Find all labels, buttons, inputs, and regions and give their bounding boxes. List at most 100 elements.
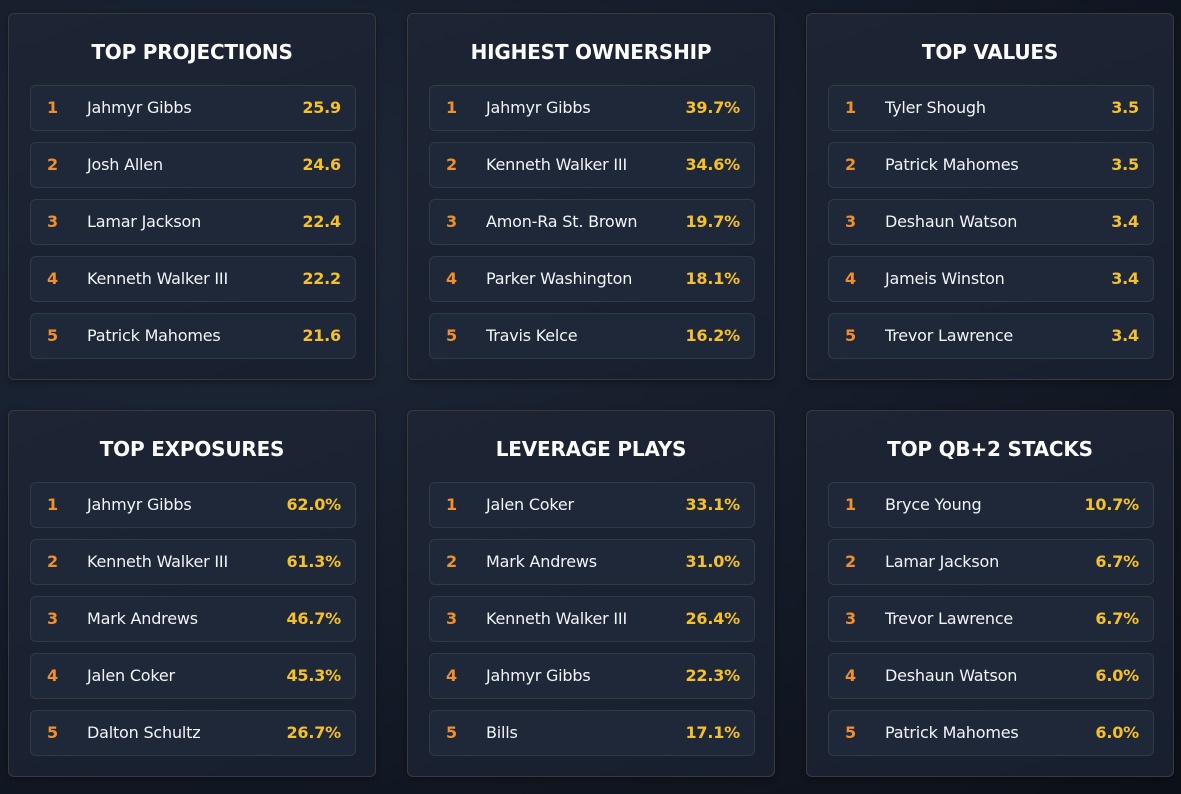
list-item[interactable]: 5 Dalton Schultz 26.7% <box>30 710 356 756</box>
player-name: Trevor Lawrence <box>885 609 1014 628</box>
stat-value: 45.3% <box>286 666 341 685</box>
rank-number: 1 <box>446 495 458 514</box>
list-item[interactable]: 3 Lamar Jackson 22.4 <box>30 199 356 245</box>
player-name: Mark Andrews <box>486 552 597 571</box>
list-item[interactable]: 3 Deshaun Watson 3.4 <box>828 199 1154 245</box>
player-name: Deshaun Watson <box>885 666 1018 685</box>
list-item[interactable]: 5 Bills 17.1% <box>429 710 755 756</box>
stat-value: 3.4 <box>1111 269 1139 288</box>
player-name: Tyler Shough <box>885 98 986 117</box>
list-item[interactable]: 3 Trevor Lawrence 6.7% <box>828 596 1154 642</box>
stat-value: 25.9 <box>302 98 341 117</box>
rank-number: 2 <box>446 155 458 174</box>
rank-number: 5 <box>47 723 59 742</box>
list-item[interactable]: 5 Patrick Mahomes 21.6 <box>30 313 356 359</box>
rank-number: 4 <box>47 269 59 288</box>
list-item[interactable]: 2 Kenneth Walker III 34.6% <box>429 142 755 188</box>
card-title: TOP VALUES <box>921 40 1059 64</box>
rank-number: 3 <box>845 212 857 231</box>
rank-number: 1 <box>845 495 857 514</box>
stat-value: 33.1% <box>685 495 740 514</box>
list-item[interactable]: 3 Kenneth Walker III 26.4% <box>429 596 755 642</box>
rank-number: 1 <box>845 98 857 117</box>
rank-number: 2 <box>47 155 59 174</box>
list-item[interactable]: 5 Trevor Lawrence 3.4 <box>828 313 1154 359</box>
list-item[interactable]: 4 Jameis Winston 3.4 <box>828 256 1154 302</box>
rank-number: 5 <box>47 326 59 345</box>
list-item[interactable]: 4 Jalen Coker 45.3% <box>30 653 356 699</box>
rank-number: 4 <box>845 666 857 685</box>
rank-number: 4 <box>47 666 59 685</box>
list-item[interactable]: 4 Kenneth Walker III 22.2 <box>30 256 356 302</box>
stat-value: 3.5 <box>1111 98 1139 117</box>
list-item[interactable]: 5 Patrick Mahomes 6.0% <box>828 710 1154 756</box>
player-name: Parker Washington <box>486 269 633 288</box>
rank-number: 4 <box>845 269 857 288</box>
stat-value: 24.6 <box>302 155 341 174</box>
stat-value: 21.6 <box>302 326 341 345</box>
leverage-plays-card: LEVERAGE PLAYS 1 Jalen Coker 33.1% 2 Mar… <box>407 410 775 777</box>
player-name: Jahmyr Gibbs <box>87 495 192 514</box>
stat-value: 6.0% <box>1095 723 1139 742</box>
stat-value: 16.2% <box>685 326 740 345</box>
highest-ownership-card: HIGHEST OWNERSHIP 1 Jahmyr Gibbs 39.7% 2… <box>407 13 775 380</box>
player-name: Jalen Coker <box>486 495 574 514</box>
top-qb-stacks-card: TOP QB+2 STACKS 1 Bryce Young 10.7% 2 La… <box>806 410 1174 777</box>
stat-value: 6.7% <box>1095 609 1139 628</box>
rank-number: 3 <box>47 609 59 628</box>
player-name: Kenneth Walker III <box>486 609 627 628</box>
ranked-list: 1 Tyler Shough 3.5 2 Patrick Mahomes 3.5… <box>828 85 1154 370</box>
player-name: Travis Kelce <box>486 326 578 345</box>
rank-number: 2 <box>845 552 857 571</box>
player-name: Kenneth Walker III <box>486 155 627 174</box>
ranked-list: 1 Jahmyr Gibbs 39.7% 2 Kenneth Walker II… <box>429 85 755 370</box>
player-name: Patrick Mahomes <box>885 723 1019 742</box>
stat-value: 62.0% <box>286 495 341 514</box>
top-projections-card: TOP PROJECTIONS 1 Jahmyr Gibbs 25.9 2 Jo… <box>8 13 376 380</box>
card-title: LEVERAGE PLAYS <box>495 437 687 461</box>
player-name: Bills <box>486 723 518 742</box>
top-exposures-card: TOP EXPOSURES 1 Jahmyr Gibbs 62.0% 2 Ken… <box>8 410 376 777</box>
list-item[interactable]: 4 Parker Washington 18.1% <box>429 256 755 302</box>
list-item[interactable]: 2 Patrick Mahomes 3.5 <box>828 142 1154 188</box>
player-name: Jahmyr Gibbs <box>486 666 591 685</box>
rank-number: 2 <box>47 552 59 571</box>
list-item[interactable]: 2 Kenneth Walker III 61.3% <box>30 539 356 585</box>
player-name: Josh Allen <box>87 155 163 174</box>
list-item[interactable]: 1 Jahmyr Gibbs 25.9 <box>30 85 356 131</box>
stat-value: 39.7% <box>685 98 740 117</box>
ranked-list: 1 Jahmyr Gibbs 62.0% 2 Kenneth Walker II… <box>30 482 356 767</box>
card-title: TOP QB+2 STACKS <box>887 437 1093 461</box>
list-item[interactable]: 1 Jahmyr Gibbs 62.0% <box>30 482 356 528</box>
stat-value: 46.7% <box>286 609 341 628</box>
list-item[interactable]: 3 Amon-Ra St. Brown 19.7% <box>429 199 755 245</box>
rank-number: 3 <box>47 212 59 231</box>
list-item[interactable]: 2 Mark Andrews 31.0% <box>429 539 755 585</box>
list-item[interactable]: 1 Tyler Shough 3.5 <box>828 85 1154 131</box>
stat-value: 31.0% <box>685 552 740 571</box>
list-item[interactable]: 4 Deshaun Watson 6.0% <box>828 653 1154 699</box>
list-item[interactable]: 1 Bryce Young 10.7% <box>828 482 1154 528</box>
player-name: Patrick Mahomes <box>885 155 1019 174</box>
player-name: Jalen Coker <box>87 666 175 685</box>
list-item[interactable]: 1 Jahmyr Gibbs 39.7% <box>429 85 755 131</box>
list-item[interactable]: 2 Lamar Jackson 6.7% <box>828 539 1154 585</box>
list-item[interactable]: 3 Mark Andrews 46.7% <box>30 596 356 642</box>
list-item[interactable]: 2 Josh Allen 24.6 <box>30 142 356 188</box>
stat-value: 3.4 <box>1111 212 1139 231</box>
rank-number: 2 <box>446 552 458 571</box>
list-item[interactable]: 4 Jahmyr Gibbs 22.3% <box>429 653 755 699</box>
stat-value: 26.4% <box>685 609 740 628</box>
list-item[interactable]: 5 Travis Kelce 16.2% <box>429 313 755 359</box>
player-name: Deshaun Watson <box>885 212 1018 231</box>
rank-number: 3 <box>845 609 857 628</box>
rank-number: 4 <box>446 269 458 288</box>
rank-number: 2 <box>845 155 857 174</box>
rank-number: 3 <box>446 212 458 231</box>
ranked-list: 1 Jahmyr Gibbs 25.9 2 Josh Allen 24.6 3 … <box>30 85 356 370</box>
card-title: TOP PROJECTIONS <box>91 40 293 64</box>
rank-number: 1 <box>47 98 59 117</box>
ranked-list: 1 Bryce Young 10.7% 2 Lamar Jackson 6.7%… <box>828 482 1154 767</box>
list-item[interactable]: 1 Jalen Coker 33.1% <box>429 482 755 528</box>
player-name: Mark Andrews <box>87 609 198 628</box>
